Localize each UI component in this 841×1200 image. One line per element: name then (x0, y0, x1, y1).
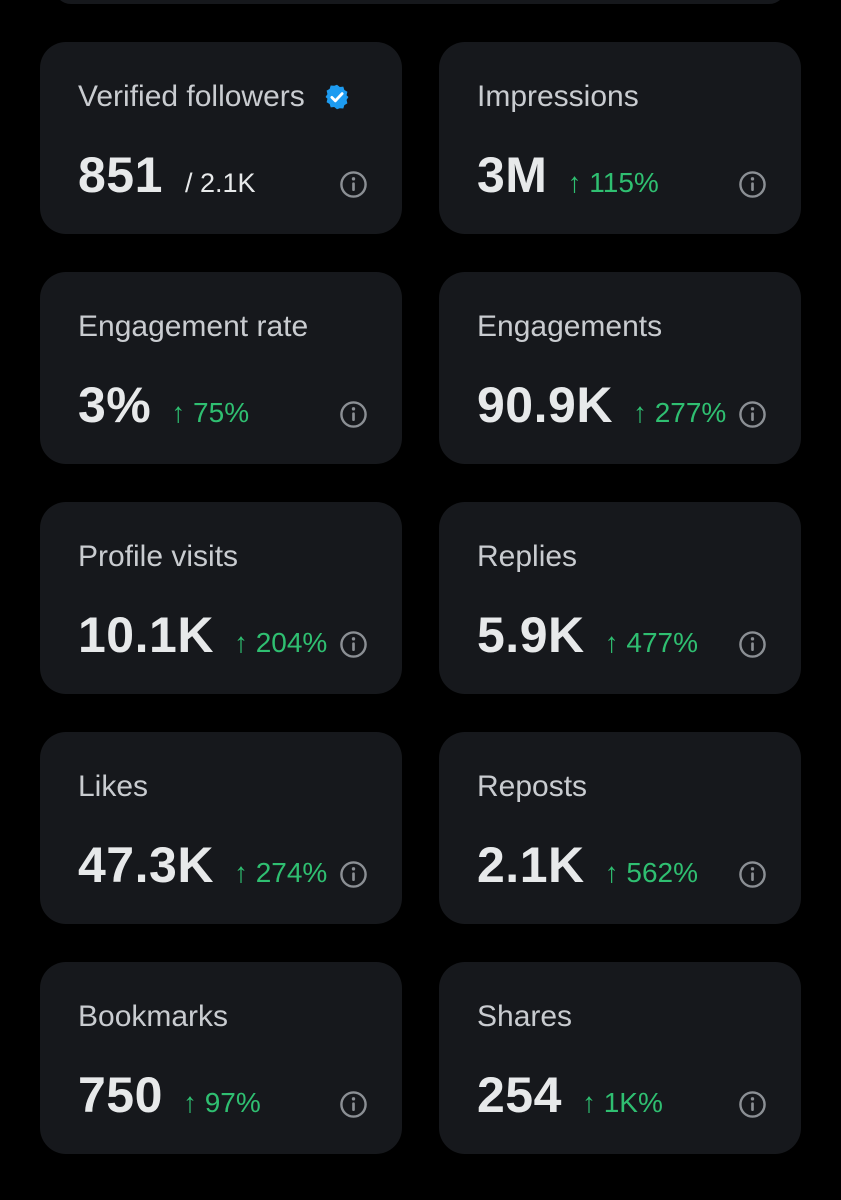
info-icon[interactable] (738, 1090, 767, 1119)
metric-card-bookmarks[interactable]: Bookmarks 750 ↑ 97% (40, 962, 402, 1154)
metric-card-shares[interactable]: Shares 254 ↑ 1K% (439, 962, 801, 1154)
info-icon[interactable] (339, 860, 368, 889)
metric-value-row: 2.1K ↑ 562% (477, 836, 698, 894)
metric-change: ↑ 274% (233, 857, 328, 888)
metric-value: 3% (78, 377, 152, 433)
metric-label: Shares (477, 1000, 573, 1033)
metric-label: Impressions (477, 80, 639, 113)
metric-change: ↑ 75% (171, 397, 250, 428)
metric-value: 10.1K (78, 607, 214, 663)
metric-card-engagement-rate[interactable]: Engagement rate 3% ↑ 75% (40, 272, 402, 464)
metric-label-row: Verified followers (78, 80, 351, 114)
metric-value: 47.3K (78, 837, 214, 893)
metric-value-row: 10.1K ↑ 204% (78, 606, 327, 664)
metrics-grid: Verified followers 851 / 2.1K Impression… (40, 42, 801, 1154)
info-icon[interactable] (738, 400, 767, 429)
metric-change: ↑ 115% (567, 167, 659, 198)
info-icon[interactable] (339, 400, 368, 429)
metric-value-row: 47.3K ↑ 274% (78, 836, 327, 894)
metric-value-row: 750 ↑ 97% (78, 1066, 261, 1124)
metric-total: / 2.1K (184, 168, 256, 198)
metric-value-row: 90.9K ↑ 277% (477, 376, 726, 434)
metric-change: ↑ 562% (604, 857, 699, 888)
metric-value: 851 (78, 147, 163, 203)
metric-card-verified-followers[interactable]: Verified followers 851 / 2.1K (40, 42, 402, 234)
metric-label: Replies (477, 540, 578, 573)
metric-value: 90.9K (477, 377, 613, 433)
metric-value-row: 851 / 2.1K (78, 146, 255, 204)
metric-value: 254 (477, 1067, 562, 1123)
metric-value: 2.1K (477, 837, 585, 893)
metric-card-profile-visits[interactable]: Profile visits 10.1K ↑ 204% (40, 502, 402, 694)
metric-card-replies[interactable]: Replies 5.9K ↑ 477% (439, 502, 801, 694)
metric-value-row: 254 ↑ 1K% (477, 1066, 663, 1124)
metric-label: Reposts (477, 770, 588, 803)
metric-card-likes[interactable]: Likes 47.3K ↑ 274% (40, 732, 402, 924)
metric-value: 3M (477, 147, 548, 203)
metric-value-row: 3% ↑ 75% (78, 376, 249, 434)
metric-change: ↑ 204% (233, 627, 328, 658)
metric-card-impressions[interactable]: Impressions 3M ↑ 115% (439, 42, 801, 234)
metric-change: ↑ 97% (182, 1087, 261, 1118)
metric-change: ↑ 277% (632, 397, 727, 428)
verified-badge-icon (325, 84, 349, 110)
metric-card-reposts[interactable]: Reposts 2.1K ↑ 562% (439, 732, 801, 924)
metric-label: Verified followers (78, 80, 305, 113)
metric-value-row: 3M ↑ 115% (477, 146, 659, 204)
info-icon[interactable] (738, 630, 767, 659)
metric-change: ↑ 477% (604, 627, 699, 658)
metric-value: 750 (78, 1067, 163, 1123)
metric-value-row: 5.9K ↑ 477% (477, 606, 698, 664)
info-icon[interactable] (339, 1090, 368, 1119)
previous-card-edge (54, 0, 786, 4)
info-icon[interactable] (339, 170, 368, 199)
info-icon[interactable] (339, 630, 368, 659)
metric-label: Bookmarks (78, 1000, 229, 1033)
info-icon[interactable] (738, 860, 767, 889)
metric-card-engagements[interactable]: Engagements 90.9K ↑ 277% (439, 272, 801, 464)
info-icon[interactable] (738, 170, 767, 199)
metric-label: Engagements (477, 310, 663, 343)
metric-label: Profile visits (78, 540, 239, 573)
metric-label: Engagement rate (78, 310, 309, 343)
metric-label: Likes (78, 770, 149, 803)
metric-change: ↑ 1K% (581, 1087, 663, 1118)
metric-value: 5.9K (477, 607, 585, 663)
